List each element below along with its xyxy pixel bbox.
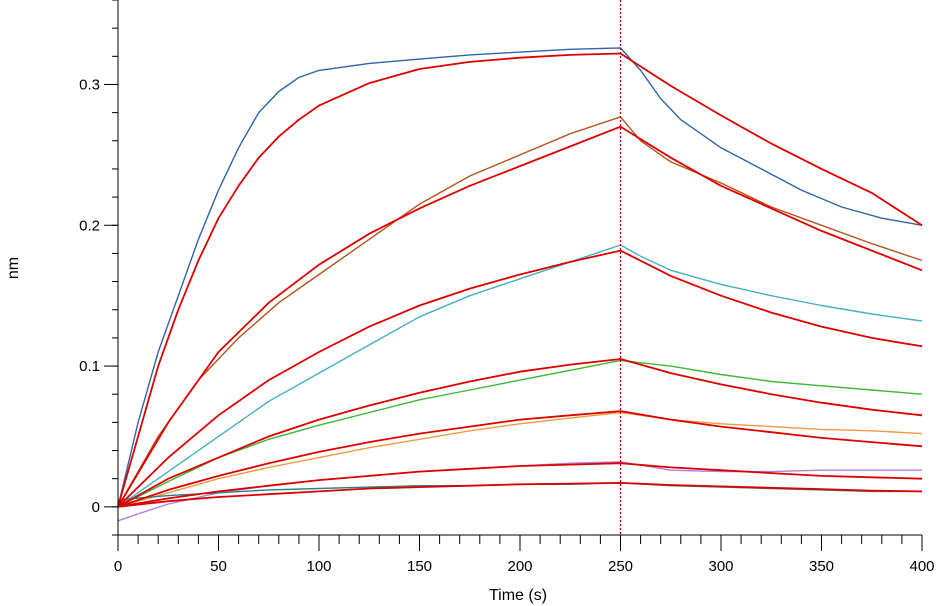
x-tick-label: 150 <box>407 558 432 575</box>
y-axis-title: nm <box>5 257 22 279</box>
y-tick-label: 0.1 <box>79 358 100 375</box>
x-tick-label: 300 <box>708 558 733 575</box>
y-axis: 0 0.1 0.2 0.3 <box>79 0 119 536</box>
y-tick-label: 0.3 <box>79 76 100 93</box>
x-tick-label: 350 <box>809 558 834 575</box>
data-series-line-7 <box>117 482 922 501</box>
x-tick-label: 100 <box>306 558 331 575</box>
fit-curve-3 <box>117 249 923 508</box>
x-tick-label: 200 <box>507 558 532 575</box>
x-tick-label: 0 <box>114 558 122 575</box>
x-axis-title: Time (s) <box>489 587 547 604</box>
data-series-line-1 <box>117 47 923 507</box>
data-series-line-3 <box>117 244 923 508</box>
x-axis: 0 50 100 150 200 250 300 350 400 <box>114 534 935 575</box>
plot-area <box>117 0 923 535</box>
fit-curve-7 <box>117 482 923 508</box>
x-tick-label: 250 <box>608 558 633 575</box>
x-tick-label: 50 <box>210 558 227 575</box>
fit-curve-4 <box>117 358 923 508</box>
data-series-line-4 <box>117 359 923 508</box>
fit-curve-6 <box>117 462 923 508</box>
fit-curve-1 <box>117 52 923 508</box>
data-series-line-5 <box>117 411 923 508</box>
x-tick-label: 400 <box>909 558 934 575</box>
fit-curve-5 <box>117 410 923 508</box>
y-tick-label: 0.2 <box>79 217 100 234</box>
data-series-line-2 <box>117 116 923 508</box>
fit-curve-2 <box>117 125 923 508</box>
y-tick-label: 0 <box>92 499 100 516</box>
